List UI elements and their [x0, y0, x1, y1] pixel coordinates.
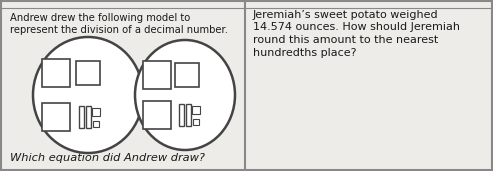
Bar — [93, 121, 99, 127]
Text: Which equation did Andrew draw?: Which equation did Andrew draw? — [10, 153, 205, 163]
Bar — [76, 61, 100, 85]
Bar — [0, 0, 245, 171]
Bar — [178, 104, 183, 126]
Bar — [193, 119, 199, 125]
Bar — [85, 106, 91, 128]
Text: 14.574 ounces. How should Jeremiah: 14.574 ounces. How should Jeremiah — [253, 22, 460, 32]
Text: Jeremiah’s sweet potato weighed: Jeremiah’s sweet potato weighed — [253, 10, 439, 20]
Bar — [143, 101, 171, 129]
Bar — [143, 61, 171, 89]
Text: Andrew drew the following model to: Andrew drew the following model to — [10, 13, 190, 23]
Bar — [175, 63, 199, 87]
Text: hundredths place?: hundredths place? — [253, 48, 356, 58]
Ellipse shape — [33, 37, 143, 153]
Bar — [192, 106, 200, 114]
Bar — [42, 59, 70, 87]
Bar — [78, 106, 83, 128]
Text: represent the division of a decimal number.: represent the division of a decimal numb… — [10, 25, 228, 35]
Bar — [42, 103, 70, 131]
Text: round this amount to the nearest: round this amount to the nearest — [253, 35, 438, 45]
Bar — [185, 104, 190, 126]
Bar — [92, 108, 100, 116]
Bar — [245, 0, 493, 171]
Ellipse shape — [135, 40, 235, 150]
